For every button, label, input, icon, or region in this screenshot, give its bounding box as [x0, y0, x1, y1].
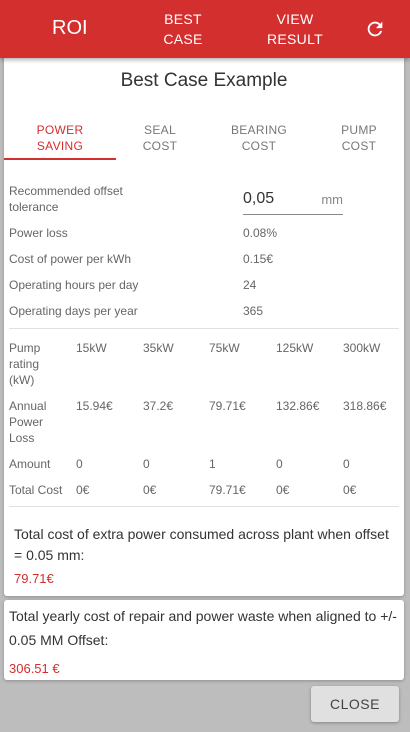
cost-per-kwh-value: 0.15€ — [243, 252, 274, 266]
amount-label: Amount — [9, 457, 51, 471]
offset-tolerance-input[interactable]: 0,05 mm — [243, 188, 343, 215]
total-75kw: 79.71€ — [209, 483, 246, 497]
best-case-label-line2: CASE — [163, 31, 203, 47]
active-tab-indicator — [4, 158, 116, 160]
tab-label-line2: COST — [341, 139, 377, 153]
offset-label-line1: Recommended offset — [9, 184, 123, 198]
loss-125kw: 132.86€ — [276, 399, 320, 413]
tab-bar: POWER SAVING SEAL COST BEARING COST PUMP… — [4, 122, 404, 162]
cost-per-kwh-label: Cost of power per kWh — [9, 252, 132, 266]
rating-35kw: 35kW — [143, 341, 174, 355]
power-saving-card: Best Case Example POWER SAVING SEAL COST… — [4, 58, 404, 596]
amount-35kw: 0 — [143, 457, 150, 471]
power-summary-value: 79.71€ — [14, 571, 54, 586]
tab-label-line1: SEAL — [144, 123, 176, 137]
view-result-button[interactable]: VIEW RESULT — [266, 9, 324, 49]
loss-35kw: 37.2€ — [143, 399, 174, 413]
pump-rating-label-line: (kW) — [9, 373, 35, 387]
total-35kw: 0€ — [143, 483, 157, 497]
tab-label-line2: COST — [142, 139, 178, 153]
rating-125kw: 125kW — [276, 341, 314, 355]
amount-75kw: 1 — [209, 457, 216, 471]
total-cost-label: Total Cost — [9, 483, 63, 497]
pump-rating-label-line: rating — [9, 357, 40, 371]
total-15kw: 0€ — [76, 483, 90, 497]
amount-125kw: 0 — [276, 457, 283, 471]
loss-300kw: 318.86€ — [343, 399, 387, 413]
yearly-total-value: 306.51 € — [9, 661, 60, 676]
total-300kw: 0€ — [343, 483, 357, 497]
card-title: Best Case Example — [120, 70, 288, 91]
hours-per-day-label: Operating hours per day — [9, 278, 139, 292]
rating-75kw: 75kW — [209, 341, 240, 355]
amount-15kw: 0 — [76, 457, 83, 471]
annual-power-loss-label-line: Loss — [9, 431, 35, 445]
close-button[interactable]: CLOSE — [311, 686, 399, 722]
tab-label-line2: COST — [241, 139, 277, 153]
tab-label-line1: BEARING — [230, 123, 288, 137]
divider — [9, 328, 399, 329]
power-loss-value: 0.08% — [243, 226, 278, 240]
tab-label-line2: SAVING — [36, 139, 84, 153]
tab-label-line1: POWER — [36, 123, 84, 137]
offset-input-value[interactable]: 0,05 — [243, 190, 275, 207]
pump-rating-label: Pump rating (kW) — [9, 340, 40, 388]
yearly-total-card: Total yearly cost of repair and power wa… — [4, 600, 404, 680]
best-case-button[interactable]: BEST CASE — [161, 9, 205, 49]
tab-pump-cost[interactable]: PUMP COST — [309, 122, 409, 154]
annual-power-loss-label-line: Power — [9, 415, 44, 429]
divider — [9, 506, 399, 507]
best-case-label-line1: BEST — [164, 11, 202, 27]
app-title: ROI — [52, 17, 88, 39]
loss-75kw: 79.71€ — [209, 399, 246, 413]
offset-unit: mm — [321, 192, 343, 207]
power-loss-label: Power loss — [9, 226, 68, 240]
days-per-year-value: 365 — [243, 304, 264, 318]
view-result-label-line1: VIEW — [276, 11, 314, 27]
app-bar: ROI BEST CASE VIEW RESULT — [0, 0, 410, 58]
pump-rating-label-line: Pump — [9, 341, 41, 355]
power-summary-text: Total cost of extra power consumed acros… — [14, 526, 389, 563]
amount-300kw: 0 — [343, 457, 350, 471]
offset-label-line2: tolerance — [9, 200, 59, 214]
rating-300kw: 300kW — [343, 341, 381, 355]
tab-label-line1: PUMP — [341, 123, 377, 137]
tab-bearing-cost[interactable]: BEARING COST — [209, 122, 309, 154]
tab-power-saving[interactable]: POWER SAVING — [10, 122, 110, 154]
total-125kw: 0€ — [276, 483, 290, 497]
tab-seal-cost[interactable]: SEAL COST — [110, 122, 210, 154]
annual-power-loss-label-line: Annual — [9, 399, 47, 413]
hours-per-day-value: 24 — [243, 278, 257, 292]
offset-label: Recommended offset tolerance — [9, 183, 123, 215]
annual-power-loss-label: Annual Power Loss — [9, 398, 46, 446]
loss-15kw: 15.94€ — [76, 399, 113, 413]
refresh-icon[interactable] — [364, 18, 386, 40]
view-result-label-line2: RESULT — [267, 31, 323, 47]
rating-15kw: 15kW — [76, 341, 107, 355]
yearly-total-text: Total yearly cost of repair and power wa… — [9, 608, 397, 648]
days-per-year-label: Operating days per year — [9, 304, 138, 318]
